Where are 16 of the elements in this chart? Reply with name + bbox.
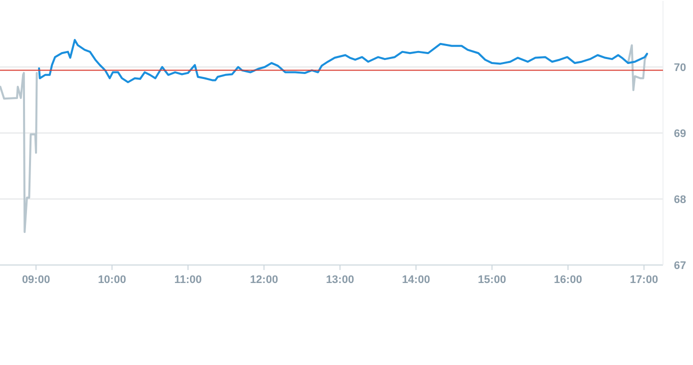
y-tick-label: 70 <box>674 62 686 74</box>
x-tick-label: 14:00 <box>402 274 430 286</box>
line-series <box>38 38 648 84</box>
x-tick-label: 13:00 <box>326 274 354 286</box>
x-tick-label: 09:00 <box>22 274 50 286</box>
x-tick-label: 15:00 <box>478 274 506 286</box>
line-series <box>627 44 648 92</box>
y-tick-label: 67 <box>674 260 686 272</box>
y-tick-label: 68 <box>674 194 686 206</box>
y-tick-label: 69 <box>674 128 686 140</box>
x-tick-label: 16:00 <box>554 274 582 286</box>
x-tick-label: 17:00 <box>630 274 658 286</box>
x-tick-label: 12:00 <box>250 274 278 286</box>
x-tick-label: 10:00 <box>98 274 126 286</box>
line-series <box>0 72 38 233</box>
x-tick-label: 11:00 <box>174 274 202 286</box>
